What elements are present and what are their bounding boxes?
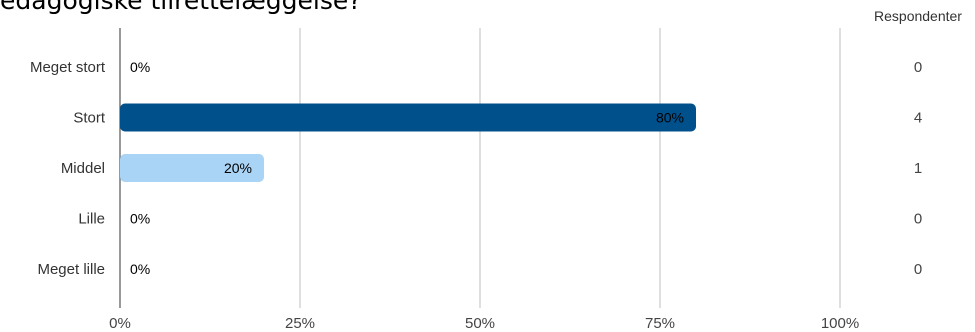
respondent-count: 4 bbox=[914, 110, 922, 127]
bar bbox=[120, 154, 264, 182]
respondent-count: 0 bbox=[914, 261, 922, 278]
category-label: Lille bbox=[78, 211, 105, 228]
chart-title: edagogiske tilrettelæggelse? bbox=[0, 0, 362, 15]
x-tick-label: 75% bbox=[645, 315, 675, 332]
x-tick-label: 25% bbox=[285, 315, 315, 332]
respondent-count: 1 bbox=[914, 160, 922, 177]
respondent-count: 0 bbox=[914, 59, 922, 76]
respondent-count: 0 bbox=[914, 211, 922, 228]
bars bbox=[120, 103, 696, 182]
gridlines bbox=[119, 28, 841, 308]
category-label: Meget stort bbox=[30, 59, 106, 76]
data-label: 0% bbox=[130, 261, 150, 277]
data-label: 0% bbox=[130, 59, 150, 75]
category-label: Meget lille bbox=[37, 261, 105, 278]
x-tick-label: 0% bbox=[109, 315, 131, 332]
respondents-header: Respondenter bbox=[874, 8, 962, 24]
category-label: Stort bbox=[73, 110, 106, 127]
data-label: 80% bbox=[656, 110, 684, 126]
x-tick-label: 50% bbox=[465, 315, 495, 332]
data-label: 20% bbox=[224, 160, 252, 176]
bar bbox=[120, 103, 696, 132]
data-label: 0% bbox=[130, 211, 150, 227]
category-label: Middel bbox=[61, 160, 105, 177]
x-tick-label: 100% bbox=[821, 315, 859, 332]
